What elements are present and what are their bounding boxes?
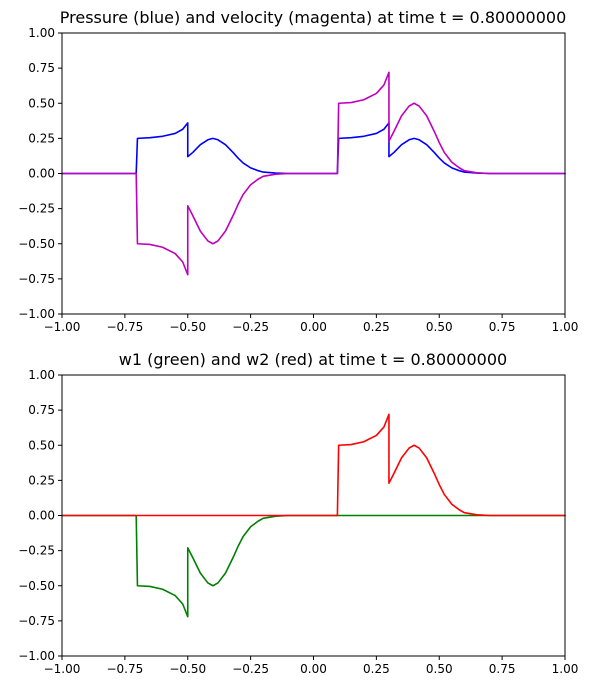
y-tick-label: 0.75 bbox=[28, 61, 55, 75]
y-tick-label: −0.50 bbox=[18, 579, 55, 593]
y-tick-label: 0.00 bbox=[28, 167, 55, 181]
pressure-velocity-chart: Pressure (blue) and velocity (magenta) a… bbox=[18, 8, 578, 334]
y-tick-label: −1.00 bbox=[18, 307, 55, 321]
y-tick-label: −0.75 bbox=[18, 272, 55, 286]
x-tick-label: −0.50 bbox=[169, 320, 206, 334]
y-tick-label: 0.25 bbox=[28, 131, 55, 145]
x-tick-label: −0.25 bbox=[232, 320, 269, 334]
x-tick-label: 0.50 bbox=[426, 320, 453, 334]
y-tick-label: 1.00 bbox=[28, 368, 55, 382]
x-tick-label: 0.25 bbox=[363, 662, 390, 676]
x-tick-label: 1.00 bbox=[552, 320, 579, 334]
x-tick-label: −0.75 bbox=[106, 662, 143, 676]
y-tick-label: −0.50 bbox=[18, 237, 55, 251]
x-tick-label: −1.00 bbox=[44, 320, 81, 334]
x-tick-label: −0.25 bbox=[232, 662, 269, 676]
x-tick-label: −0.75 bbox=[106, 320, 143, 334]
x-tick-label: 0.75 bbox=[489, 320, 516, 334]
x-tick-label: 1.00 bbox=[552, 662, 579, 676]
y-tick-label: −1.00 bbox=[18, 649, 55, 663]
y-tick-label: −0.25 bbox=[18, 202, 55, 216]
w1-w2-chart: w1 (green) and w2 (red) at time t = 0.80… bbox=[18, 350, 578, 676]
x-tick-label: 0.00 bbox=[300, 320, 327, 334]
y-tick-label: 0.00 bbox=[28, 509, 55, 523]
chart-title: Pressure (blue) and velocity (magenta) a… bbox=[60, 8, 567, 27]
x-tick-label: 0.75 bbox=[489, 662, 516, 676]
x-tick-label: 0.25 bbox=[363, 320, 390, 334]
y-tick-label: 0.50 bbox=[28, 438, 55, 452]
y-tick-label: 1.00 bbox=[28, 26, 55, 40]
y-tick-label: 0.50 bbox=[28, 96, 55, 110]
y-tick-label: −0.25 bbox=[18, 544, 55, 558]
series-line-1 bbox=[61, 71, 566, 276]
x-tick-label: −0.50 bbox=[169, 662, 206, 676]
chart-title: w1 (green) and w2 (red) at time t = 0.80… bbox=[119, 350, 507, 369]
x-tick-label: 0.50 bbox=[426, 662, 453, 676]
series-line-1 bbox=[61, 413, 566, 517]
y-tick-label: 0.75 bbox=[28, 403, 55, 417]
series-line-0 bbox=[61, 122, 566, 175]
x-tick-label: 0.00 bbox=[300, 662, 327, 676]
series-line-0 bbox=[61, 514, 566, 618]
y-tick-label: 0.25 bbox=[28, 473, 55, 487]
y-tick-label: −0.75 bbox=[18, 614, 55, 628]
x-tick-label: −1.00 bbox=[44, 662, 81, 676]
